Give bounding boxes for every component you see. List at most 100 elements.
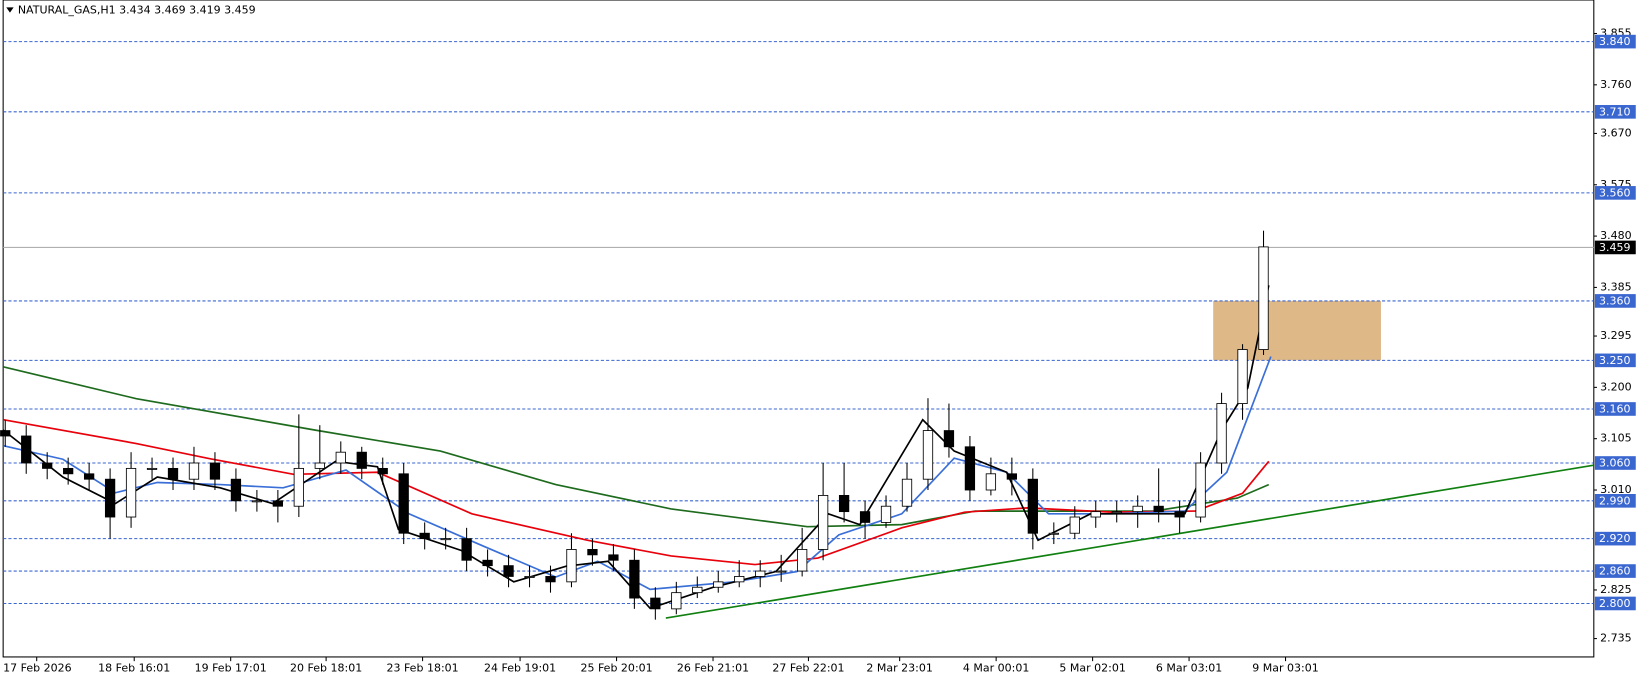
- candle-body: [692, 586, 703, 594]
- candle-body: [188, 462, 200, 480]
- x-tick-label: 6 Mar 03:01: [1156, 661, 1222, 674]
- candle-body: [1258, 246, 1269, 350]
- y-tick-label: 3.480: [1600, 229, 1632, 242]
- candle-body: [587, 549, 598, 556]
- level-label-box: [1594, 596, 1636, 611]
- candle-body: [838, 494, 850, 513]
- x-tick-label: 19 Feb 17:01: [195, 661, 267, 674]
- level-label-box: [1594, 353, 1636, 368]
- y-tick-label: 3.670: [1600, 126, 1632, 139]
- candle-body: [42, 462, 53, 469]
- y-tick-label: 3.295: [1600, 329, 1632, 342]
- y-tick-label: 2.735: [1600, 632, 1632, 645]
- candle-body: [922, 430, 934, 480]
- level-label-box: [1594, 402, 1636, 416]
- menu-triangle[interactable]: [6, 7, 14, 13]
- candle-body: [650, 597, 661, 610]
- candle-body: [859, 511, 871, 523]
- x-tick-label: 25 Feb 20:01: [580, 661, 652, 674]
- candle-body: [356, 451, 367, 469]
- level-label: 3.160: [1599, 402, 1631, 415]
- candle-body: [251, 500, 263, 503]
- candle-body: [104, 478, 116, 518]
- overlay-line: [2, 418, 1270, 566]
- chart-title: NATURAL_GAS,H1 3.434 3.469 3.419 3.459: [18, 3, 256, 16]
- x-tick-label: 4 Mar 00:01: [963, 661, 1029, 674]
- candle-body: [0, 430, 11, 437]
- level-label-box: [1594, 494, 1636, 508]
- last-price-box: [1594, 240, 1636, 255]
- y-tick-label: 2.825: [1600, 583, 1632, 596]
- y-tick-label: 3.385: [1600, 280, 1632, 293]
- candle-body: [901, 478, 913, 507]
- x-tick-label: 2 Mar 23:01: [866, 661, 932, 674]
- candle-body: [377, 467, 388, 475]
- candle-body: [125, 467, 137, 518]
- candle-body: [671, 592, 682, 610]
- y-tick-label: 3.010: [1600, 483, 1632, 496]
- y-tick-label: 3.200: [1600, 380, 1632, 393]
- candle-body: [943, 430, 955, 448]
- last-price-label: 3.459: [1599, 241, 1631, 254]
- candle-body: [440, 538, 451, 541]
- candle-body: [566, 549, 577, 583]
- candle-body: [1048, 532, 1059, 535]
- level-label-box: [1594, 186, 1636, 200]
- level-label: 2.800: [1599, 597, 1631, 610]
- candle-body: [713, 581, 724, 588]
- candle-body: [964, 446, 976, 491]
- candle-body: [608, 554, 619, 561]
- candle-body: [1111, 511, 1122, 514]
- candle-body: [1027, 478, 1038, 534]
- candle-body: [1216, 403, 1227, 464]
- x-tick-label: 24 Feb 19:01: [484, 661, 556, 674]
- level-label: 3.560: [1599, 186, 1631, 199]
- candle-body: [230, 478, 242, 502]
- x-tick-label: 27 Feb 22:01: [772, 661, 844, 674]
- y-tick-label: 3.105: [1600, 432, 1632, 445]
- candle-body: [1237, 349, 1248, 404]
- candle-body: [461, 538, 472, 561]
- levels-layer: [3, 41, 1594, 604]
- candle-body: [755, 570, 766, 577]
- candle-body: [314, 462, 325, 469]
- candle-body: [167, 467, 179, 480]
- candle-body: [776, 570, 787, 573]
- candle-body: [1153, 505, 1164, 513]
- candle-body: [63, 467, 74, 475]
- level-label-box: [1594, 294, 1636, 308]
- candle-body: [985, 473, 997, 491]
- x-tick-label: 17 Feb 2026: [3, 661, 71, 674]
- level-label-box: [1594, 456, 1636, 470]
- candle-body: [21, 435, 32, 464]
- candle-body: [1195, 462, 1206, 518]
- level-label: 3.250: [1599, 354, 1631, 367]
- candle-body: [1132, 505, 1143, 513]
- level-label: 3.360: [1599, 294, 1631, 307]
- level-label: 3.060: [1599, 457, 1631, 470]
- candles-layer: [0, 230, 1269, 620]
- plot-frame: [2, 0, 1595, 658]
- level-label-box: [1594, 105, 1636, 119]
- candle-body: [503, 565, 514, 577]
- candle-body: [545, 576, 556, 583]
- overlay-line: [2, 366, 1270, 528]
- x-tick-label: 5 Mar 02:01: [1059, 661, 1125, 674]
- x-tick-label: 23 Feb 18:01: [386, 661, 458, 674]
- candle-body: [146, 467, 158, 470]
- overlay-line: [665, 464, 1594, 619]
- level-label: 2.860: [1599, 565, 1631, 578]
- candle-body: [629, 559, 640, 599]
- candle-body: [797, 549, 808, 572]
- level-label: 2.990: [1599, 494, 1631, 507]
- candle-body: [880, 505, 892, 523]
- x-tick-label: 20 Feb 18:01: [290, 661, 362, 674]
- candle-body: [272, 500, 284, 507]
- candle-body: [734, 576, 745, 583]
- candle-body: [1069, 516, 1080, 534]
- x-tick-label: 26 Feb 21:01: [677, 661, 749, 674]
- candle-body: [1174, 511, 1185, 518]
- candle-body: [293, 467, 304, 507]
- candle-body: [398, 473, 409, 534]
